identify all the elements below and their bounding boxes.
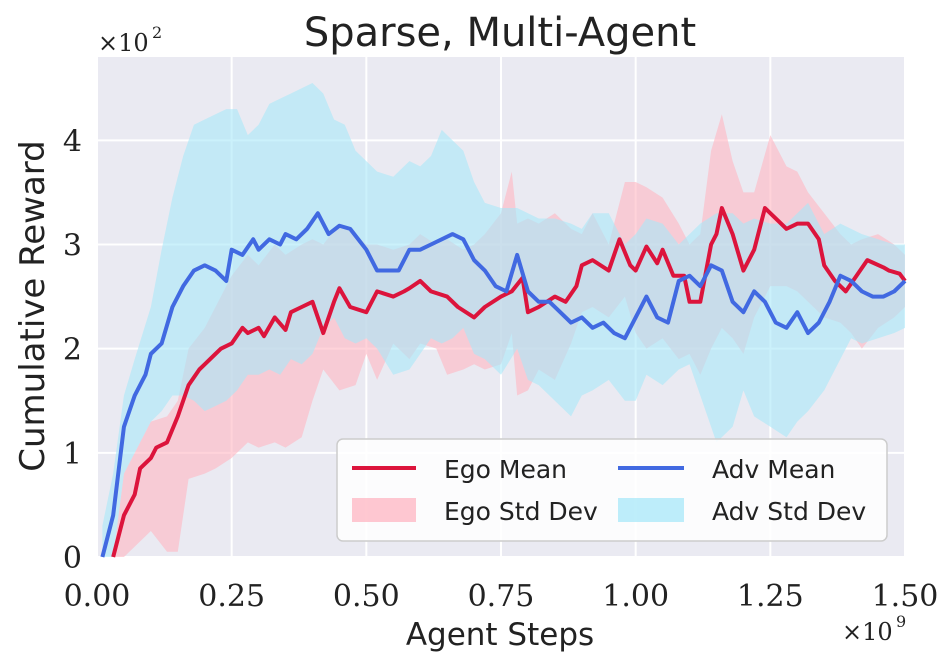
y-tick-label: 1 — [63, 437, 82, 472]
legend-ego-std-swatch — [352, 498, 416, 522]
x-offset-multiplier: ×10 9 — [842, 612, 906, 646]
x-tick-label: 1.50 — [872, 579, 939, 614]
legend: Ego Mean Adv Mean Ego Std Dev Adv Std De… — [336, 438, 888, 542]
y-tick-label: 3 — [63, 229, 82, 264]
y-axis-label: Cumulative Reward — [13, 140, 53, 471]
x-tick-label: 1.00 — [602, 579, 669, 614]
x-tick-label: 0.00 — [64, 579, 131, 614]
legend-adv-std-swatch — [618, 498, 684, 522]
x-multiplier-base: ×10 — [842, 618, 893, 646]
y-multiplier-base: ×10 — [98, 29, 149, 57]
x-multiplier-exponent: 9 — [896, 612, 906, 631]
legend-adv-mean-label: Adv Mean — [712, 455, 835, 484]
legend-ego-mean-label: Ego Mean — [444, 455, 567, 484]
std-dev-bands — [102, 83, 906, 558]
legend-adv-std-label: Adv Std Dev — [712, 497, 866, 526]
x-tick-label: 0.50 — [333, 579, 400, 614]
x-axis-label: Agent Steps — [406, 617, 594, 653]
adv-mean-line — [100, 211, 907, 558]
legend-box — [336, 438, 888, 542]
chart-title: Sparse, Multi-Agent — [304, 10, 696, 56]
x-axis-ticks: 0.00 0.25 0.50 0.75 1.00 1.25 1.50 — [64, 579, 939, 614]
mean-lines — [100, 206, 907, 558]
y-multiplier-exponent: 2 — [152, 23, 162, 42]
y-tick-label: 4 — [63, 124, 82, 159]
x-tick-label: 0.75 — [468, 579, 535, 614]
y-tick-label: 0 — [63, 541, 82, 576]
y-axis-ticks: 0 1 2 3 4 — [63, 124, 82, 576]
ego-mean-line — [111, 206, 907, 558]
adv-std-band — [102, 83, 906, 558]
legend-ego-std-label: Ego Std Dev — [444, 497, 598, 526]
x-tick-label: 1.25 — [737, 579, 804, 614]
y-tick-label: 2 — [63, 333, 82, 368]
x-tick-label: 0.25 — [198, 579, 265, 614]
y-offset-multiplier: ×10 2 — [98, 23, 162, 57]
